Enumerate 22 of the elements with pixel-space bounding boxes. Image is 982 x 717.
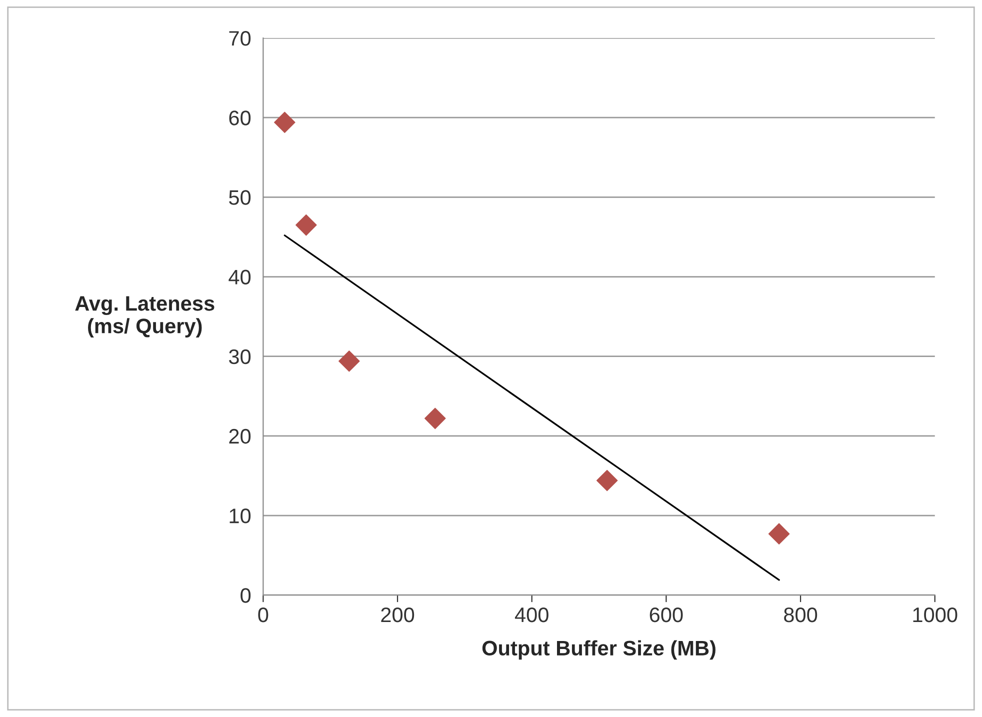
- point: [274, 112, 296, 134]
- y-tick-label: 50: [229, 190, 251, 205]
- point: [424, 408, 446, 430]
- y-tick-label: 60: [229, 110, 251, 126]
- x-axis-title: Output Buffer Size (MB): [482, 640, 716, 660]
- x-tick-label: 0: [258, 607, 268, 622]
- point: [338, 350, 360, 372]
- point: [296, 214, 317, 236]
- y-tick-label: 40: [228, 270, 251, 285]
- y-tick-label: 20: [229, 428, 251, 444]
- x-tick-label: 200: [381, 607, 414, 622]
- x-tick-label: 400: [514, 607, 548, 622]
- x-tick-label: 1000: [913, 607, 958, 622]
- x-tick-label: 800: [784, 607, 818, 622]
- x-tick-label: 600: [650, 607, 683, 622]
- y-tick-label: 10: [230, 508, 251, 524]
- y-axis-title: Avg. Lateness (ms/ Query): [75, 296, 214, 338]
- y-tick-label: 0: [240, 588, 251, 603]
- y-tick-label: 30: [228, 349, 251, 364]
- point: [768, 523, 790, 544]
- y-tick-label: 70: [229, 31, 251, 46]
- point: [596, 470, 618, 492]
